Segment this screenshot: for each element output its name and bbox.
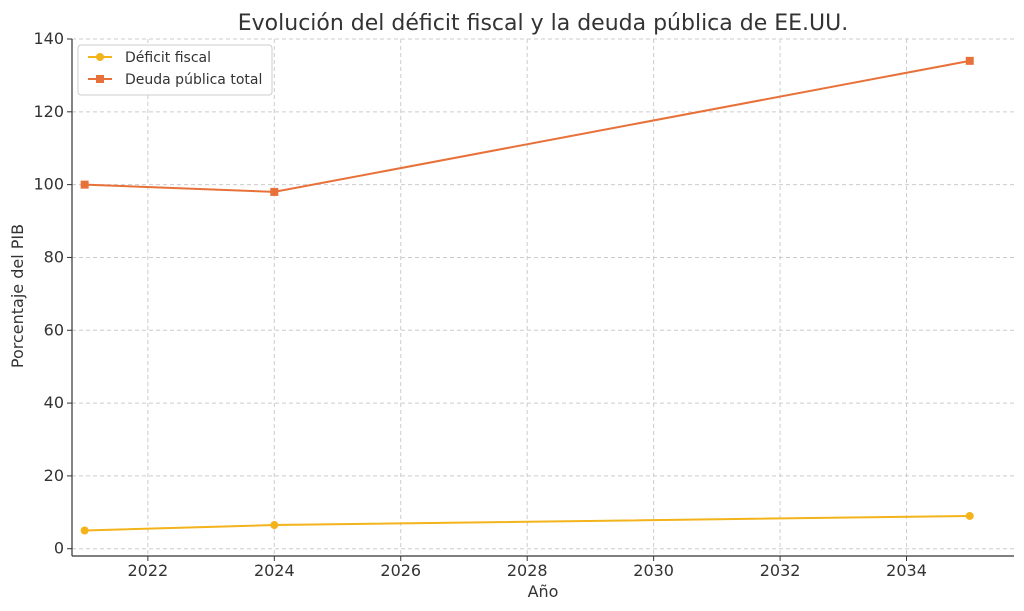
x-tick-label: 2034 [886, 561, 927, 580]
x-tick-label: 2032 [760, 561, 801, 580]
x-tick-label: 2022 [128, 561, 169, 580]
chart-title: Evolución del déficit fiscal y la deuda … [238, 11, 848, 36]
legend-marker-deuda [96, 75, 104, 83]
data-point-square [80, 180, 89, 189]
legend-marker-deficit [96, 53, 104, 61]
tick-labels: 2022 2024 2026 2028 2030 2032 2034 0 20 40 60 80 100… [33, 29, 926, 580]
grid [72, 38, 1014, 556]
data-point-circle [270, 521, 279, 530]
data-point-square [965, 56, 974, 65]
legend-label-deficit: Déficit fiscal [125, 50, 211, 66]
y-tick-label: 80 [44, 247, 64, 266]
series-deficit-fiscal [80, 511, 974, 535]
series-deuda-publica [80, 56, 974, 196]
y-tick-label: 140 [33, 29, 64, 48]
x-tick-label: 2030 [633, 561, 674, 580]
y-tick-label: 0 [54, 539, 64, 558]
x-tick-label: 2026 [380, 561, 421, 580]
x-tick-label: 2024 [254, 561, 295, 580]
y-tick-label: 100 [33, 175, 64, 194]
y-tick-label: 40 [44, 393, 64, 412]
x-axis-label: Año [528, 582, 559, 601]
data-point-square [270, 187, 279, 196]
y-tick-label: 60 [44, 320, 64, 339]
legend-box [77, 44, 273, 96]
legend-label-deuda: Deuda pública total [125, 72, 262, 88]
data-point-circle [80, 526, 89, 535]
data-point-circle [965, 511, 974, 520]
series-lines [80, 56, 974, 535]
axes [71, 39, 1014, 557]
x-tick-label: 2028 [507, 561, 548, 580]
y-tick-label: 120 [33, 102, 64, 121]
y-tick-label: 20 [44, 466, 64, 485]
legend: Déficit fiscal Deuda pública total [77, 44, 273, 96]
y-axis-label: Porcentaje del PIB [8, 224, 27, 368]
